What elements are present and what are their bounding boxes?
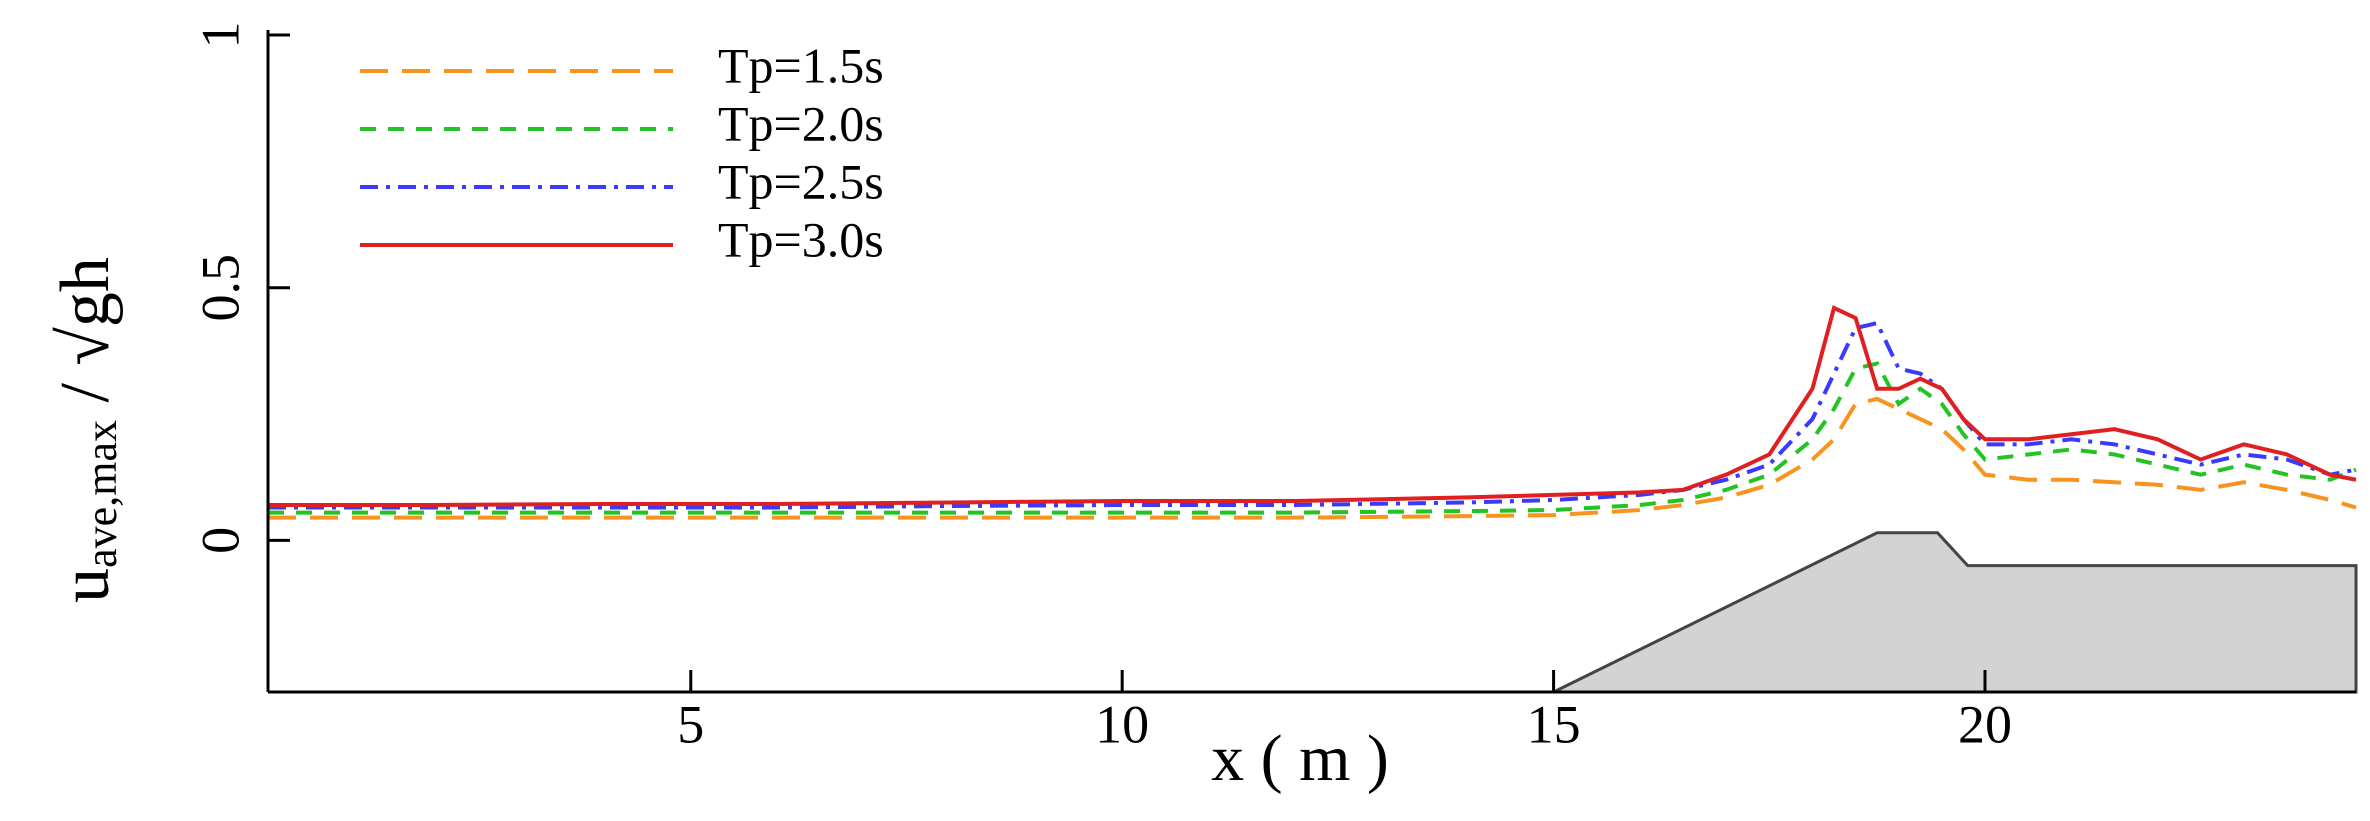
- data-line: [268, 396, 2357, 520]
- x-tick-label: 20: [1958, 694, 2012, 754]
- data-line: [268, 320, 2357, 510]
- x-tick-label: 10: [1095, 694, 1149, 754]
- bathymetry: [1552, 531, 2358, 694]
- y-axis-label: uave,max / √gh: [47, 257, 126, 603]
- x-tick-label: 5: [677, 694, 704, 754]
- y-tick-label: 1: [190, 22, 250, 49]
- y-label-main: u: [47, 568, 124, 603]
- y-label-sub: ave,max: [77, 420, 126, 568]
- x-tick-label: 15: [1527, 694, 1581, 754]
- data-line: [268, 361, 2357, 515]
- x-axis-label: x ( m ): [1211, 722, 1389, 795]
- y-label-rest: / √gh: [47, 257, 124, 420]
- legend-label: Tp=3.0s: [718, 211, 884, 267]
- y-tick-label: 0: [190, 527, 250, 554]
- data-line: [268, 305, 2357, 508]
- legend-label: Tp=2.5s: [718, 153, 884, 209]
- legend-label: Tp=1.5s: [718, 37, 884, 93]
- y-tick-label: 0.5: [190, 254, 250, 322]
- legend-label: Tp=2.0s: [718, 95, 884, 151]
